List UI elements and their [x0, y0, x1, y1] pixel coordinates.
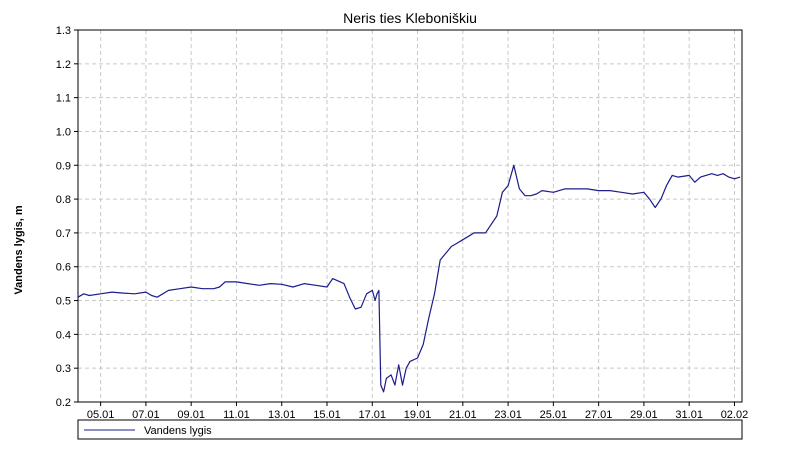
x-tick-label: 13.01 [268, 409, 296, 421]
series-line [77, 164, 741, 393]
y-tick-label: 0.6 [56, 262, 71, 274]
plot-frame [77, 29, 743, 403]
legend-label: Vandens lygis [144, 425, 212, 437]
y-tick-label: 1.1 [56, 93, 71, 105]
x-tick-label: 25.01 [540, 409, 568, 421]
x-tick-label: 21.01 [449, 409, 477, 421]
legend-box [77, 419, 743, 440]
y-axis-label: Vandens lygis, m [13, 205, 25, 294]
y-tick-label: 1.3 [56, 25, 71, 37]
y-tick-label: 0.5 [56, 296, 71, 308]
x-axis: 05.01 07.01 09.01 11.01 13.01 15.01 17.01 19.01… [87, 402, 748, 421]
y-gridlines [78, 29, 742, 403]
x-tick-label: 02.02 [721, 409, 749, 421]
y-tick-label: 0.2 [56, 397, 71, 409]
x-tick-label: 19.01 [404, 409, 432, 421]
x-tick-label: 23.01 [494, 409, 522, 421]
x-tick-label: 29.01 [630, 409, 658, 421]
x-tick-label: 31.01 [675, 409, 703, 421]
y-tick-label: 0.9 [56, 160, 71, 172]
x-tick-label: 15.01 [313, 409, 341, 421]
legend: Vandens lygis [77, 419, 743, 440]
chart-title: Neris ties Kleboniškiu [343, 10, 477, 26]
y-tick-label: 0.8 [56, 194, 71, 206]
plot-area [78, 30, 742, 402]
x-tick-label: 09.01 [177, 409, 205, 421]
series-group [77, 164, 741, 393]
y-tick-label: 0.3 [56, 363, 71, 375]
y-axis: 0.2 0.3 0.4 0.5 0.6 0.7 0.8 0.9 1.0 1.1 1.2 1.3 [56, 25, 78, 409]
y-tick-label: 0.7 [56, 228, 71, 240]
y-tick-label: 0.4 [56, 329, 71, 341]
x-tick-label: 17.01 [359, 409, 387, 421]
x-tick-label: 27.01 [585, 409, 613, 421]
x-tick-label: 11.01 [223, 409, 250, 421]
x-gridlines [100, 30, 735, 402]
x-tick-label: 05.01 [87, 409, 115, 421]
x-tick-label: 07.01 [132, 409, 160, 421]
y-tick-label: 1.2 [56, 59, 71, 71]
y-tick-label: 1.0 [56, 126, 71, 138]
